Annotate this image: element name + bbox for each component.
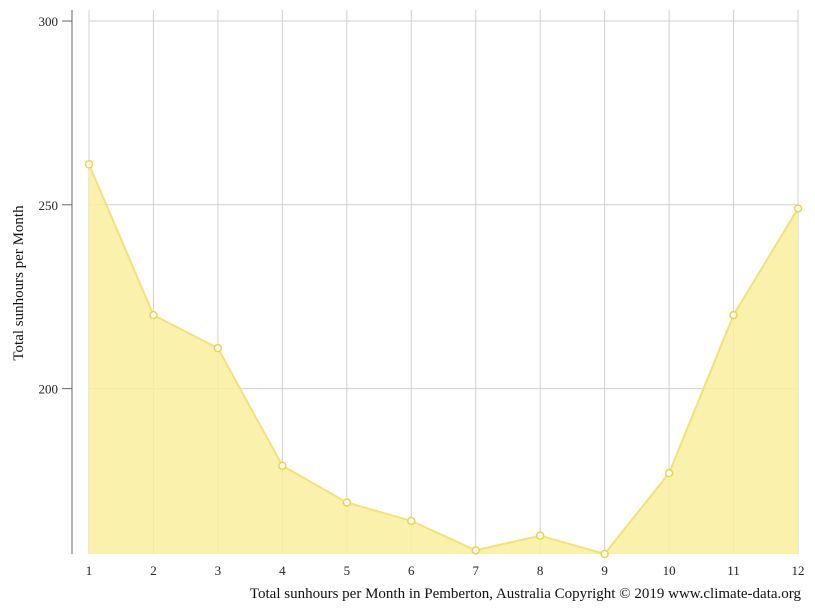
data-point [664, 468, 674, 478]
data-point [213, 343, 223, 353]
x-tick-label: 9 [601, 563, 608, 578]
x-tick-label: 11 [727, 563, 740, 578]
y-axis-ticks: 200 250 300 [39, 14, 72, 397]
data-point [407, 516, 416, 526]
data-markers [84, 160, 803, 559]
x-tick-label: 5 [344, 563, 351, 578]
sunhours-area [89, 164, 798, 554]
data-point [471, 546, 480, 555]
y-tick-label: 200 [39, 382, 59, 397]
data-point [149, 310, 158, 320]
x-tick-label: 8 [537, 563, 544, 578]
data-point [342, 498, 352, 507]
x-axis-ticks: 1 2 3 4 5 6 7 8 9 10 11 12 [86, 563, 805, 578]
x-tick-label: 12 [792, 563, 805, 578]
x-tick-label: 1 [86, 563, 93, 578]
data-point [729, 310, 738, 320]
x-tick-label: 3 [215, 563, 222, 578]
data-point [793, 204, 803, 213]
data-point [600, 549, 609, 559]
data-point [535, 531, 545, 540]
x-gridlines [88, 10, 799, 554]
data-point [278, 461, 287, 471]
y-gridlines [89, 20, 798, 390]
y-tick-label: 250 [39, 198, 59, 213]
x-tick-label: 4 [279, 563, 286, 578]
sunhours-line [88, 164, 799, 556]
x-tick-label: 7 [472, 563, 479, 578]
x-tick-label: 2 [150, 563, 157, 578]
y-tick-label: 300 [39, 14, 59, 29]
y-axis-title: Total sunhours per Month [11, 205, 27, 361]
data-point [84, 160, 94, 169]
x-tick-label: 6 [408, 563, 415, 578]
x-tick-label: 10 [663, 563, 676, 578]
chart-caption: Total sunhours per Month in Pemberton, A… [250, 586, 802, 602]
